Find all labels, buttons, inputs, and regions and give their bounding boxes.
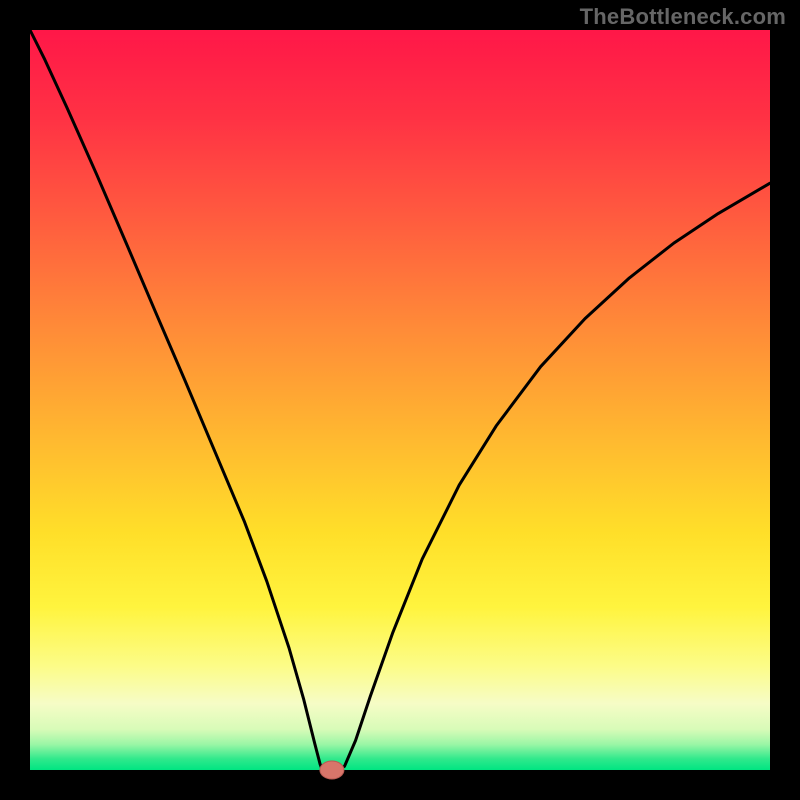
watermark-text: TheBottleneck.com [580, 4, 786, 30]
bottleneck-chart [0, 0, 800, 800]
figure-container: TheBottleneck.com [0, 0, 800, 800]
optimal-point-marker [320, 761, 344, 779]
plot-background [30, 30, 770, 770]
